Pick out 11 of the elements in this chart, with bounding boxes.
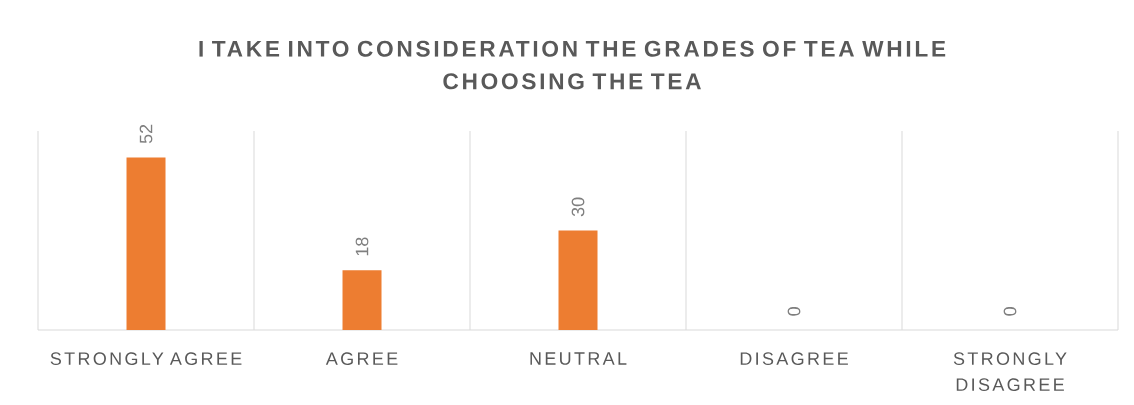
x-tick-label: DISAGREE bbox=[740, 352, 848, 365]
data-label: 0 bbox=[787, 307, 801, 316]
x-tick-label: STRONGLY DISAGREE bbox=[953, 352, 1067, 391]
data-label: 18 bbox=[355, 237, 369, 256]
data-label: 0 bbox=[1003, 307, 1017, 316]
data-label: 52 bbox=[139, 124, 153, 144]
x-tick-label: STRONGLY AGREE bbox=[50, 352, 242, 365]
chart-title: I TAKE INTO CONSIDERATION THE GRADES OF TEA WHILE CHOOSING THE TEA bbox=[199, 40, 946, 90]
x-tick-label: NEUTRAL bbox=[530, 352, 627, 365]
x-tick-label: AGREE bbox=[325, 352, 398, 365]
data-label: 30 bbox=[571, 197, 585, 217]
